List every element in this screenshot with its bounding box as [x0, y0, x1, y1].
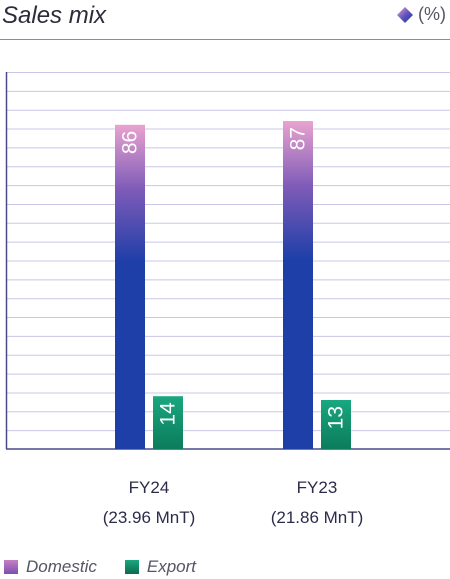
legend: Domestic Export: [4, 557, 224, 577]
category-sublabel: (21.86 MnT): [271, 508, 364, 527]
category-label: FY24: [129, 478, 170, 497]
bar-domestic-fy23: [283, 121, 313, 449]
data-label: 13: [325, 406, 348, 429]
category-sublabel: (23.96 MnT): [103, 508, 196, 527]
data-label: 87: [287, 127, 310, 150]
data-label: 86: [119, 131, 142, 154]
data-label: 14: [157, 402, 180, 426]
legend-label-domestic: Domestic: [26, 557, 97, 576]
bar-domestic-fy24: [115, 124, 145, 449]
chart-title: Sales mix: [2, 2, 107, 29]
legend-item-domestic: Domestic: [4, 557, 97, 577]
legend-label-export: Export: [146, 557, 196, 576]
legend-swatch-export: [124, 560, 139, 574]
bar-export-fy23: [321, 399, 351, 449]
header-rule: [0, 39, 450, 40]
category-label: FY23: [297, 478, 338, 497]
bar-export-fy24: [153, 396, 183, 449]
legend-item-export: Export: [124, 557, 196, 577]
unit-label: (%): [418, 4, 446, 24]
legend-swatch-domestic: [4, 560, 18, 574]
diamond-icon: [397, 6, 413, 23]
unit-indicator: (%): [396, 4, 446, 25]
